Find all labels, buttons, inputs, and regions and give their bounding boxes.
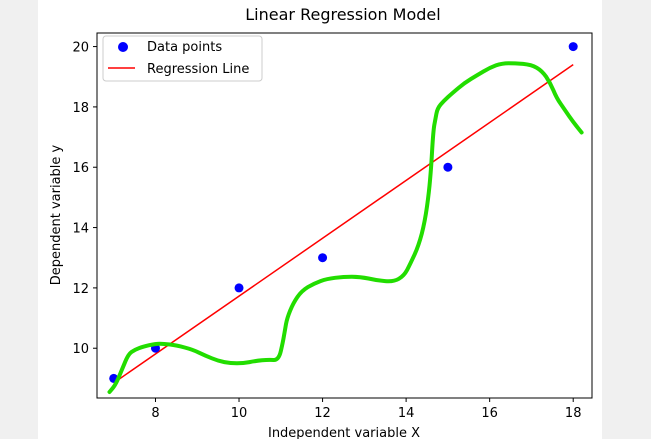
y-tick-label: 18 (72, 101, 89, 116)
legend-label-data-points: Data points (147, 40, 222, 55)
x-tick-label: 8 (151, 406, 159, 421)
data-point (568, 42, 578, 52)
x-tick-label: 10 (231, 406, 248, 421)
data-point (318, 253, 328, 263)
legend-label-regression-line: Regression Line (147, 62, 249, 77)
chart: Linear Regression Model 8 10 12 14 16 18 10 12… (49, 5, 593, 439)
x-tick-label: 14 (398, 406, 415, 421)
data-point (443, 162, 453, 172)
chart-marks (107, 42, 584, 394)
legend: Data points Regression Line (102, 35, 263, 82)
y-tick-label: 20 (72, 41, 89, 56)
regression-line (113, 64, 574, 384)
x-axis-label: Independent variable X (268, 426, 420, 439)
x-tick-label: 16 (481, 406, 498, 421)
x-tick-label: 18 (565, 406, 582, 421)
chart-title: Linear Regression Model (245, 5, 440, 24)
y-axis-label: Dependent variable y (49, 144, 64, 285)
y-axis-ticks: 10 12 14 16 18 20 (72, 41, 97, 357)
figure: Linear Regression Model 8 10 12 14 16 18 10 12… (38, 0, 602, 439)
y-tick-label: 16 (72, 161, 89, 176)
y-tick-label: 14 (72, 222, 89, 237)
y-tick-label: 10 (72, 342, 89, 357)
annotation-curve (107, 61, 584, 394)
x-tick-label: 12 (314, 406, 331, 421)
data-point (234, 283, 244, 293)
legend-box (102, 35, 263, 82)
y-tick-label: 12 (72, 282, 89, 297)
legend-marker-data-points (118, 42, 128, 52)
x-axis-ticks: 8 10 12 14 16 18 (151, 398, 581, 421)
